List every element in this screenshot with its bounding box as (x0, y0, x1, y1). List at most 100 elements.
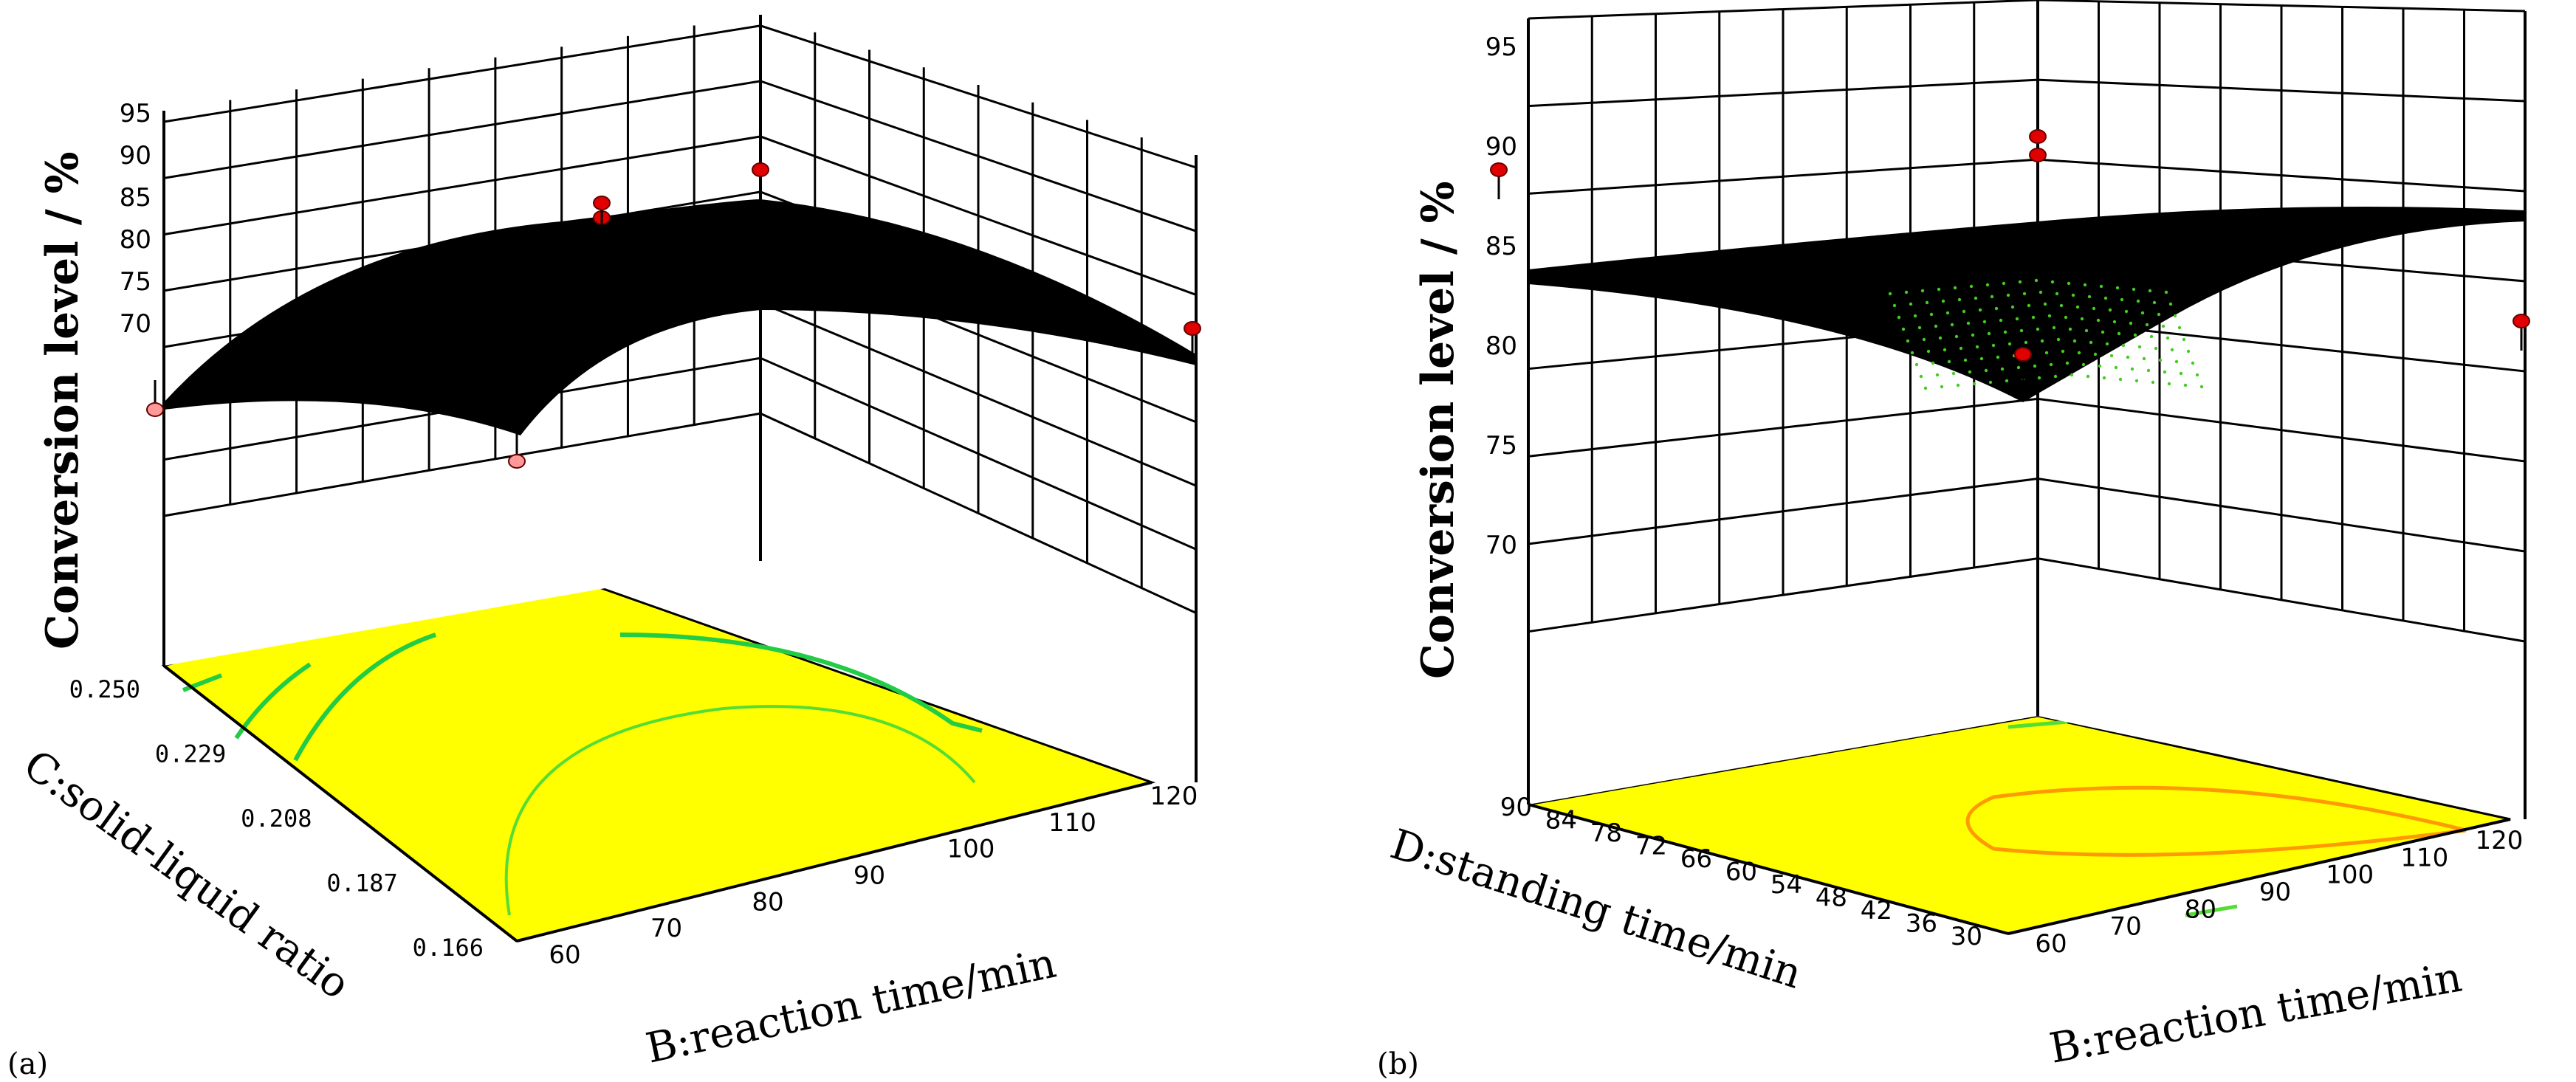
surface-mesh-dot (2149, 334, 2154, 339)
surface-mesh-dot (2121, 343, 2126, 348)
surface-mesh-dot (1941, 299, 1945, 303)
a-y-tick-labels: 0.250 0.229 0.208 0.187 0.166 (69, 675, 484, 962)
surface-mesh-dot (1914, 362, 1919, 367)
surface-mesh-dot (2047, 314, 2052, 318)
b-floor-contours (1965, 720, 2467, 917)
a-x-tick-labels: 60 70 80 90 100 110 120 (549, 782, 1198, 970)
surface-mesh-dot (2177, 325, 2182, 330)
surface-mesh-dot (2067, 281, 2071, 286)
surface-mesh-dot (1953, 286, 1957, 290)
surface-mesh-dot (1923, 386, 1928, 390)
surface-mesh-dot (2161, 324, 2165, 328)
surface-mesh-dot (2140, 311, 2145, 315)
surface-mesh-dot (2003, 330, 2007, 334)
z-tick-label: 75 (1486, 431, 1517, 461)
surface-mesh-dot (2024, 340, 2028, 345)
b-edges (1527, 0, 2527, 935)
surface-mesh-dot (2199, 385, 2204, 389)
surface-mesh-dot (2167, 382, 2171, 386)
surface-mesh-dot (2145, 323, 2149, 327)
x-tick-label: 100 (947, 835, 995, 864)
surface-mesh-dot (1959, 346, 1963, 351)
z-tick-label: 80 (120, 225, 151, 255)
z-tick-label: 95 (120, 99, 151, 128)
surface-mesh-dot (1935, 373, 1940, 377)
surface-mesh-dot (2164, 290, 2168, 294)
x-tick-label: 110 (1048, 808, 1096, 838)
x-tick-label: 110 (2400, 843, 2448, 872)
a-y-axis-title: C:solid-liquid ratio (15, 741, 359, 1009)
b-panel-tag: (b) (1377, 1047, 1419, 1081)
surface-mesh-dot (2191, 361, 2195, 365)
surface-mesh-dot (1897, 315, 1901, 320)
surface-mesh-dot (1945, 311, 1950, 315)
surface-mesh-dot (2183, 383, 2188, 387)
surface-mesh-dot (1991, 343, 1996, 348)
surface-mesh-dot (1994, 306, 1999, 311)
surface-mesh-dot (1985, 283, 1990, 287)
z-tick-label: 70 (120, 309, 151, 339)
surface-mesh-dot (1926, 349, 1931, 354)
design-point (146, 402, 164, 417)
surface-mesh-dot (1943, 348, 1947, 352)
x-tick-label: 60 (549, 940, 580, 970)
surface-mesh-dot (1910, 351, 1914, 355)
surface-mesh-dot (2077, 351, 2081, 355)
surface-mesh-dot (2083, 283, 2087, 287)
surface-mesh-dot (2186, 349, 2191, 354)
surface-mesh-dot (2163, 370, 2167, 374)
x-tick-label: 90 (853, 861, 885, 891)
surface-mesh-dot (2092, 306, 2096, 311)
y-tick-label: 30 (1951, 922, 1982, 951)
design-point (2513, 314, 2530, 328)
b-surface (1528, 207, 2525, 402)
surface-mesh-dot (1972, 382, 1976, 386)
surface-mesh-dot (2112, 320, 2117, 324)
surface-mesh-dot (2006, 293, 2010, 297)
surface-mesh-dot (2072, 339, 2077, 343)
surface-mesh-dot (2146, 368, 2151, 373)
y-tick-label: 0.187 (326, 869, 397, 897)
surface-mesh-dot (2010, 305, 2015, 309)
surface-mesh-dot (2019, 328, 2024, 333)
surface-mesh-dot (2075, 305, 2080, 309)
surface-mesh-dot (2053, 374, 2058, 379)
surface-mesh-dot (1947, 359, 1951, 364)
a-design-points (146, 162, 1201, 469)
a-surface (164, 199, 1196, 435)
surface-mesh-dot (1971, 333, 1975, 337)
surface-mesh-dot (2109, 354, 2114, 358)
surface-mesh-dot (2039, 290, 2043, 294)
surface-mesh-dot (1956, 383, 1960, 387)
surface-mesh-dot (2132, 287, 2136, 292)
surface-mesh-dot (1968, 370, 1972, 374)
surface-mesh-dot (1920, 289, 1925, 293)
surface-mesh-dot (1979, 356, 1984, 361)
surface-mesh-dot (2126, 355, 2130, 359)
surface-mesh-dot (2179, 371, 2183, 376)
x-tick-label: 100 (2326, 861, 2374, 890)
surface-mesh-dot (2174, 359, 2179, 364)
y-tick-label: 84 (1545, 806, 1577, 835)
surface-mesh-dot (2120, 297, 2124, 302)
a-panel-tag: (a) (7, 1047, 48, 1081)
surface-mesh-dot (2040, 339, 2044, 343)
surface-mesh-dot (2134, 379, 2139, 383)
y-tick-label: 0.250 (69, 675, 140, 703)
surface-mesh-dot (2105, 342, 2109, 346)
surface-mesh-dot (1988, 380, 1993, 385)
surface-mesh-dot (2114, 365, 2118, 370)
surface-mesh-dot (2056, 337, 2061, 342)
a-z-axis-title: Conversion level / % (37, 151, 89, 649)
surface-mesh-dot (1975, 345, 1979, 349)
x-tick-label: 120 (2476, 826, 2524, 855)
surface-mesh-dot (1984, 368, 1988, 373)
y-tick-label: 0.229 (155, 740, 226, 768)
surface-mesh-dot (1996, 355, 2000, 359)
surface-mesh-dot (2098, 364, 2102, 368)
surface-mesh-dot (2034, 278, 2039, 283)
y-tick-label: 72 (1635, 832, 1667, 861)
surface-mesh-dot (2137, 345, 2142, 349)
y-tick-label: 42 (1861, 896, 1892, 926)
a-z-tick-labels: 95 90 85 80 75 70 (120, 99, 151, 339)
